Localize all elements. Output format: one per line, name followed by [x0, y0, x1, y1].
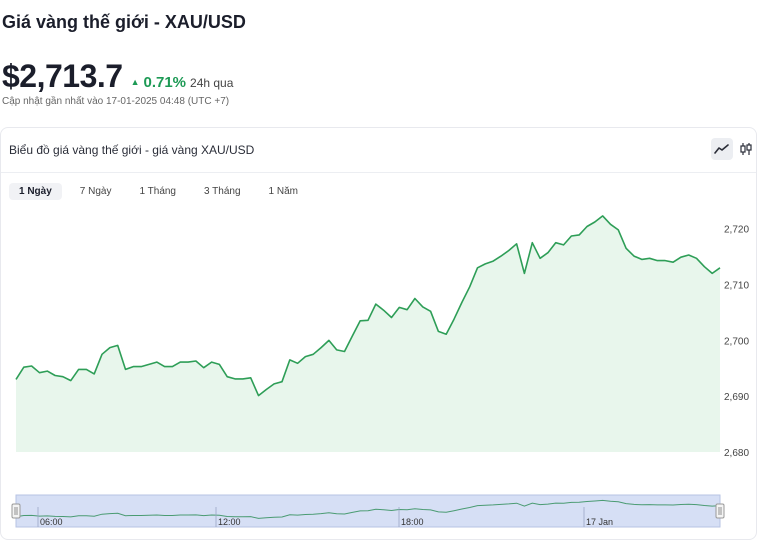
navigator-tick-label: 17 Jan [586, 517, 613, 527]
range-tab-1-day[interactable]: 1 Ngày [9, 183, 62, 200]
range-tab-1-year[interactable]: 1 Năm [268, 186, 298, 197]
page-title: Giá vàng thế giới - XAU/USD [2, 12, 246, 32]
navigator-tick-label: 12:00 [218, 517, 241, 527]
change-percent: 0.71% [143, 74, 187, 91]
line-chart-icon [714, 144, 729, 154]
range-tabs: 1 Ngày 7 Ngày 1 Tháng 3 Tháng 1 Năm [9, 183, 316, 200]
y-tick-label: 2,700 [724, 336, 749, 347]
y-tick-label: 2,710 [724, 281, 749, 292]
candlestick-button[interactable] [735, 138, 757, 160]
range-tab-1-month[interactable]: 1 Tháng [139, 186, 176, 197]
range-tab-3-months[interactable]: 3 Tháng [204, 186, 241, 197]
price-line [15, 215, 721, 397]
navigator-line [15, 499, 721, 519]
y-tick-label: 2,690 [724, 392, 749, 403]
price-area [16, 215, 720, 452]
y-tick-label: 2,720 [724, 225, 749, 236]
triangle-up-icon: ▲ [130, 77, 140, 87]
navigator-tick-label: 18:00 [401, 517, 424, 527]
chart-card-header: Biểu đồ giá vàng thế giới - giá vàng XAU… [1, 128, 756, 173]
current-price: $2,713.7 [2, 58, 123, 94]
line-chart-button[interactable] [711, 138, 733, 160]
range-tab-7-days[interactable]: 7 Ngày [79, 186, 112, 197]
y-tick-label: 2,680 [724, 448, 749, 459]
price-change: ▲ 0.71% 24h qua [131, 74, 234, 91]
last-updated: Cập nhật gần nhất vào 17-01-2025 04:48 (… [2, 96, 230, 107]
navigator-right-handle[interactable] [715, 503, 725, 519]
change-period: 24h qua [190, 76, 234, 90]
navigator-tick-label: 06:00 [40, 517, 63, 527]
price-row: $2,713.7 ▲ 0.71% 24h qua [2, 58, 233, 95]
navigator-left-handle[interactable] [11, 503, 21, 519]
candlestick-icon [740, 143, 752, 155]
chart-card-title: Biểu đồ giá vàng thế giới - giá vàng XAU… [9, 143, 255, 157]
